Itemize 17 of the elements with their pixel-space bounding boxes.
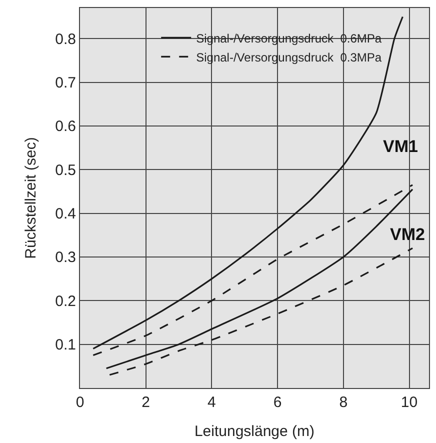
x-tick-label: 8: [339, 394, 348, 411]
x-tick-label: 0: [76, 394, 84, 411]
y-tick-label: 0.1: [55, 336, 76, 354]
y-tick-label: 0.5: [55, 162, 76, 179]
x-tick-label: 4: [208, 394, 216, 411]
line-series: [108, 247, 414, 376]
x-axis-title: Leitungslänge (m): [194, 423, 315, 440]
x-tick-label: 6: [273, 394, 282, 411]
y-tick-label: 0.4: [55, 206, 76, 223]
y-tick-label: 0.6: [55, 118, 76, 136]
x-tick-label: 10: [400, 394, 418, 411]
x-tick-label: 2: [142, 394, 150, 411]
y-tick-label: 0.7: [55, 74, 76, 92]
y-tick-label: 0.8: [55, 30, 76, 48]
y-axis-title: Rückstellzeit (sec): [22, 137, 40, 259]
y-tick-label: 0.2: [55, 292, 76, 310]
y-tick-label: 0.3: [55, 249, 76, 266]
